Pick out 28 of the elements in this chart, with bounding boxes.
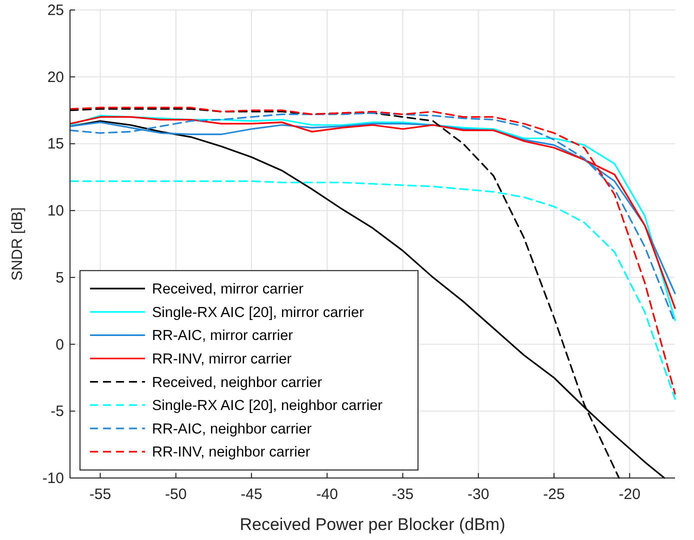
legend-label: RR-INV, mirror carrier	[152, 352, 292, 368]
legend-label: Single-RX AIC [20], neighbor carrier	[152, 398, 383, 414]
x-tick-label: -45	[240, 486, 262, 503]
x-tick-label: -30	[468, 486, 490, 503]
legend-label: Received, mirror carrier	[152, 282, 304, 298]
y-axis-title: SNDR [dB]	[9, 207, 26, 281]
legend-label: Single-RX AIC [20], mirror carrier	[152, 304, 364, 321]
y-tick-label: 15	[47, 136, 64, 153]
y-tick-label: 10	[47, 202, 64, 220]
y-tick-label: 25	[47, 2, 64, 19]
x-tick-label: -35	[392, 486, 414, 503]
x-tick-label: -25	[543, 486, 565, 503]
legend-label: RR-AIC, mirror carrier	[152, 328, 294, 344]
x-tick-label: -50	[165, 486, 187, 503]
legend-label: RR-AIC, neighbor carrier	[152, 421, 312, 438]
x-tick-label: -20	[618, 486, 640, 503]
legend-label: Received, neighbor carrier	[152, 374, 322, 391]
y-tick-label: 20	[47, 68, 64, 86]
y-tick-label: -10	[42, 470, 64, 487]
x-tick-label: -40	[316, 486, 338, 503]
x-tick-label: -55	[89, 486, 112, 503]
legend-label: RR-INV, neighbor carrier	[152, 444, 310, 461]
y-tick-label: 5	[56, 269, 64, 286]
line-series	[70, 180, 676, 400]
y-tick-label: -5	[50, 403, 64, 420]
x-axis-title: Received Power per Blocker (dBm)	[240, 515, 506, 534]
y-tick-label: 0	[56, 336, 64, 354]
line-series	[70, 106, 676, 395]
